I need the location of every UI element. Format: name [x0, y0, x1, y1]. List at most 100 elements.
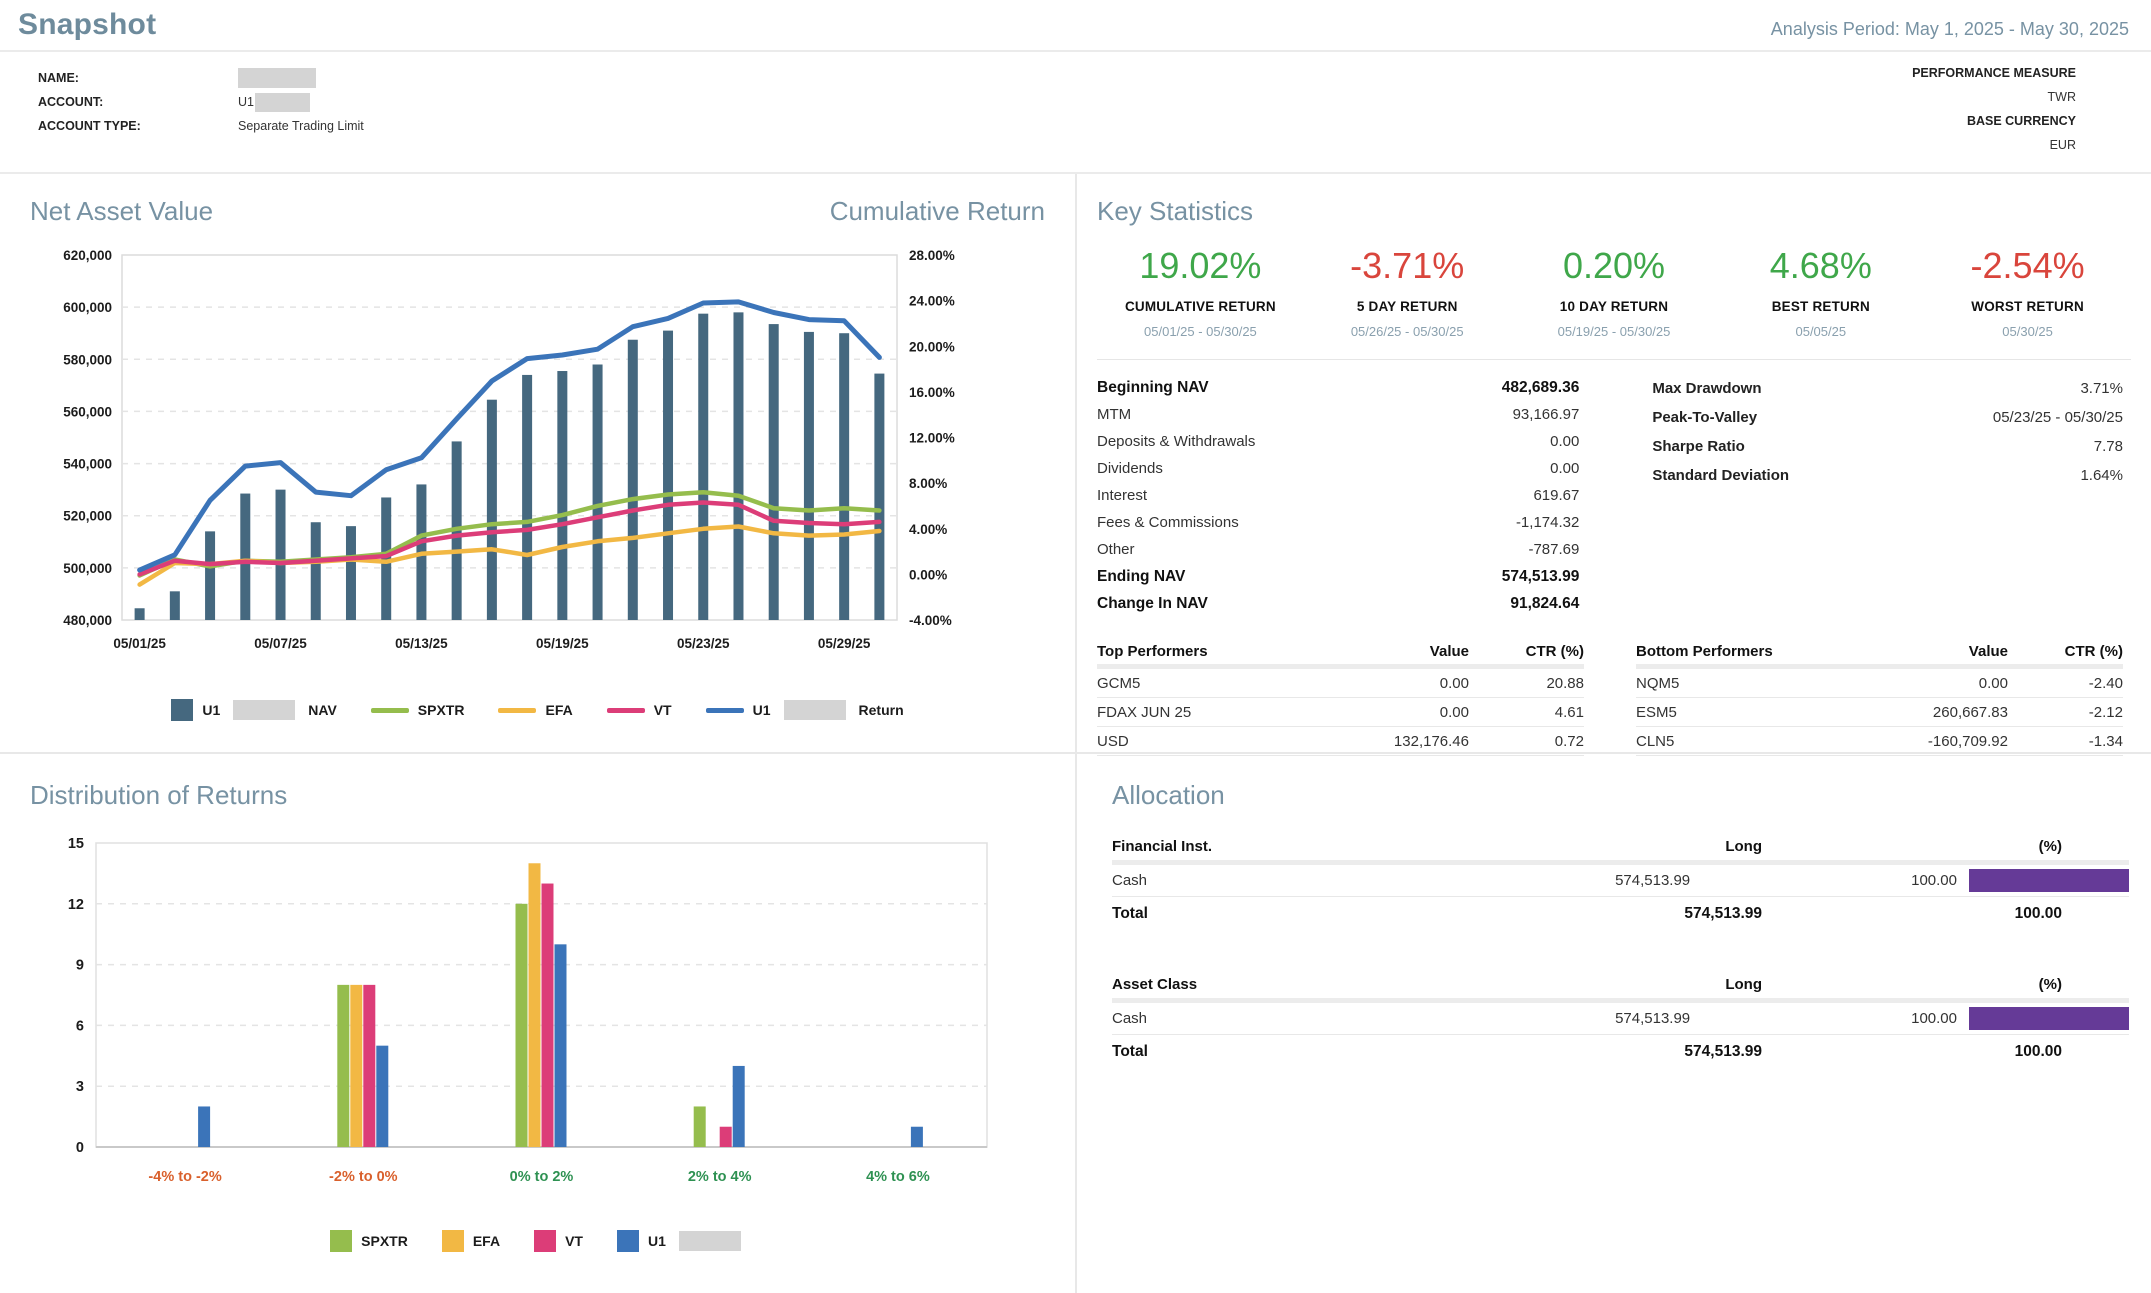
legend-label-prefix: U1 [202, 702, 221, 718]
svg-text:4.00%: 4.00% [909, 522, 947, 537]
table-total-row: Total 574,513.99 100.00 [1112, 905, 2062, 922]
svg-text:620,000: 620,000 [63, 248, 112, 263]
row-label: Sharpe Ratio [1652, 438, 1745, 455]
legend-label: SPXTR [417, 702, 465, 718]
account-type-label: ACCOUNT TYPE: [38, 119, 141, 133]
row-label: Standard Deviation [1652, 467, 1790, 484]
account-info-right: PERFORMANCE MEASURE TWR BASE CURRENCY EU… [1912, 66, 2076, 162]
legend-item: U1 NAV [171, 699, 337, 721]
column-header: CTR (%) [2064, 643, 2123, 660]
table-row: Cash 574,513.99 100.00 [1112, 1003, 2129, 1035]
performance-measure-value: TWR [2047, 90, 2076, 104]
svg-text:24.00%: 24.00% [909, 294, 955, 309]
redacted-text [233, 700, 296, 720]
table-row: USD 132,176.46 0.72 [1097, 727, 1584, 756]
row-label: Fees & Commissions [1097, 514, 1239, 531]
row-label: Max Drawdown [1652, 380, 1762, 397]
bottom-performers-table: Bottom Performers Value CTR (%) NQM5 0.0… [1636, 639, 2123, 756]
stat-period: 05/19/25 - 05/30/25 [1557, 324, 1671, 339]
stat-value: -3.71% [1350, 245, 1465, 286]
stat-value: 4.68% [1769, 245, 1872, 286]
name-label: NAME: [38, 71, 79, 85]
legend-label: EFA [545, 702, 573, 718]
svg-text:580,000: 580,000 [63, 352, 112, 367]
distribution-chart: 0 3 6 9 12 15 -4% to -2% -2% to 0% 0% to 2% 2% to… [68, 836, 988, 1185]
column-header: Financial Inst. [1112, 838, 1213, 855]
table-row: GCM5 0.00 20.88 [1097, 669, 1584, 698]
legend-item: SPXTR [330, 1230, 408, 1252]
row-value: 1.64% [2080, 467, 2123, 484]
legend-item: VT [534, 1230, 583, 1252]
stat-label: BEST RETURN [1771, 299, 1870, 314]
topbar: Snapshot Analysis Period: May 1, 2025 - … [0, 0, 2151, 52]
svg-text:12: 12 [68, 897, 84, 913]
right-column: Key Statistics 19.02% CUMULATIVE RETURN … [1075, 174, 2151, 1293]
legend-label: Return [858, 702, 904, 718]
svg-text:0: 0 [76, 1140, 84, 1156]
divider [1097, 359, 2131, 360]
svg-text:05/29/25: 05/29/25 [818, 636, 871, 651]
account-type-value: Separate Trading Limit [238, 119, 364, 133]
stat-period: 05/05/25 [1795, 324, 1847, 339]
account-info-left: NAME: ACCOUNT: U1 ACCOUNT TYPE: Separate… [38, 66, 364, 162]
svg-text:0.00%: 0.00% [909, 567, 947, 582]
svg-text:9: 9 [76, 958, 84, 974]
legend-item: VT [606, 702, 672, 718]
key-statistics-row: 19.02% CUMULATIVE RETURN 05/01/25 - 05/3… [1097, 245, 2131, 339]
row-value: 91,824.64 [1510, 594, 1580, 612]
cumulative-return-title: Cumulative Return [829, 196, 1045, 226]
allocation-bar [1969, 1007, 2129, 1030]
financial-inst-table: Financial Inst. Long (%) Cash 574,513.99… [1112, 833, 2129, 931]
account-info-block: NAME: ACCOUNT: U1 ACCOUNT TYPE: Separate… [0, 52, 2151, 174]
svg-text:05/01/25: 05/01/25 [113, 636, 166, 651]
column-header: (%) [2038, 976, 2062, 993]
legend-item: U1 [616, 1230, 745, 1252]
nav-breakdown-table: Beginning NAV 482,689.36 MTM 93,166.97 Dep… [1097, 374, 1624, 617]
redacted-account-name [238, 68, 316, 88]
svg-text:16.00%: 16.00% [909, 385, 955, 400]
performers-tables: Top Performers Value CTR (%) GCM5 0.00 2… [1097, 639, 2131, 756]
column-header: Top Performers [1097, 643, 1208, 660]
legend-label: VT [653, 702, 672, 718]
asset-class-table: Asset Class Long (%) Cash 574,513.99 100… [1112, 971, 2129, 1069]
column-header: (%) [2038, 838, 2062, 855]
stat-value: -2.54% [1970, 245, 2085, 286]
row-value: 93,166.97 [1512, 406, 1580, 423]
column-header: Value [1968, 643, 2008, 660]
row-label: Peak-To-Valley [1652, 409, 1758, 426]
legend-swatch [441, 1230, 464, 1252]
legend-label: SPXTR [361, 1233, 408, 1249]
page-title: Snapshot [18, 8, 157, 41]
row-value: 3.71% [2080, 380, 2123, 397]
row-label: Interest [1097, 487, 1148, 504]
nav-chart-legend: U1 NAV SPXTR EFA VT U1 Return [30, 699, 1045, 721]
row-value: 574,513.99 [1501, 567, 1580, 585]
svg-text:6: 6 [76, 1018, 84, 1034]
top-performers-table: Top Performers Value CTR (%) GCM5 0.00 2… [1097, 639, 1584, 756]
performance-measure-label: PERFORMANCE MEASURE [1912, 66, 2076, 80]
redacted-text [678, 1231, 741, 1251]
svg-text:500,000: 500,000 [63, 561, 112, 576]
legend-swatch [498, 707, 537, 713]
svg-text:8.00%: 8.00% [909, 476, 947, 491]
svg-text:480,000: 480,000 [63, 613, 112, 628]
stat-label: 10 DAY RETURN [1559, 299, 1669, 314]
legend-swatch [616, 1230, 639, 1252]
account-label: ACCOUNT: [38, 95, 104, 109]
row-label: MTM [1097, 406, 1132, 423]
base-currency-label: BASE CURRENCY [1966, 114, 2076, 128]
key-statistics-title: Key Statistics [1097, 196, 1254, 226]
redacted-text [783, 700, 846, 720]
legend-swatch [330, 1230, 353, 1252]
svg-text:540,000: 540,000 [63, 457, 112, 472]
svg-text:05/23/25: 05/23/25 [677, 636, 730, 651]
svg-text:20.00%: 20.00% [909, 339, 955, 354]
row-value: 7.78 [2093, 438, 2123, 455]
column-header: Bottom Performers [1636, 643, 1773, 660]
svg-text:3: 3 [76, 1079, 84, 1095]
stat-period: 05/01/25 - 05/30/25 [1144, 324, 1257, 339]
legend-item: SPXTR [370, 702, 465, 718]
distribution-title: Distribution of Returns [30, 780, 288, 810]
table-row: FDAX JUN 25 0.00 4.61 [1097, 698, 1584, 727]
svg-text:-4.00%: -4.00% [909, 613, 952, 628]
